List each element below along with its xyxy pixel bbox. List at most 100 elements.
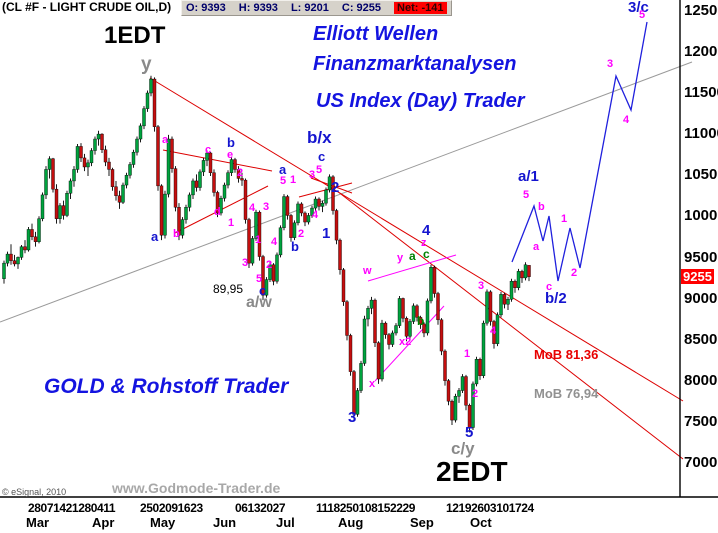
candle-body xyxy=(390,332,395,345)
candle-body xyxy=(513,281,517,288)
candle-body xyxy=(527,265,531,277)
candle-body xyxy=(492,321,496,344)
trendline xyxy=(367,254,457,282)
candle-body xyxy=(86,162,90,168)
candle-body xyxy=(187,194,192,208)
net-change-badge: Net: -141 xyxy=(394,2,447,14)
candle-body xyxy=(58,205,62,219)
open-value: O: 9393 xyxy=(186,2,226,14)
candle-body xyxy=(306,215,311,223)
candle-body xyxy=(366,308,370,320)
candle-body xyxy=(82,157,87,168)
candle-body xyxy=(54,188,59,219)
candle-body xyxy=(313,198,318,209)
candle-body xyxy=(338,239,342,270)
candle-body xyxy=(394,325,398,334)
candle-body xyxy=(499,294,503,316)
candle-body xyxy=(460,376,465,391)
candle-body xyxy=(47,158,52,170)
candle-body xyxy=(478,359,482,376)
candle-body xyxy=(289,215,293,238)
trendline xyxy=(336,190,684,460)
candle-body xyxy=(481,322,486,376)
candle-body xyxy=(443,350,447,381)
candle-body xyxy=(506,299,510,305)
candle-body xyxy=(401,298,405,319)
title-bar: (CL #F - LIGHT CRUDE OIL,D) O: 9393 H: 9… xyxy=(0,0,718,16)
candle-body xyxy=(320,202,325,207)
candle-body xyxy=(51,158,55,190)
candle-body xyxy=(523,264,528,279)
candle-body xyxy=(135,138,139,153)
candle-body xyxy=(341,269,346,302)
candle-body xyxy=(404,317,409,337)
candle-body xyxy=(278,227,283,256)
watermark: www.Godmode-Trader.de xyxy=(112,480,281,496)
candle-body xyxy=(96,133,101,140)
trendline xyxy=(149,77,684,402)
candle-body xyxy=(194,180,199,188)
candle-body xyxy=(173,168,178,208)
candle-body xyxy=(145,92,150,109)
candle-body xyxy=(159,185,164,236)
candle-body xyxy=(415,305,419,318)
candle-body xyxy=(429,267,433,302)
candle-body xyxy=(296,203,300,224)
candle-body xyxy=(299,203,304,214)
candle-body xyxy=(37,218,41,242)
candle-body xyxy=(138,125,143,140)
candle-body xyxy=(201,160,206,173)
candle-body xyxy=(509,281,514,300)
candle-body xyxy=(166,138,171,195)
candle-body xyxy=(233,159,237,170)
candle-body xyxy=(149,78,153,94)
candle-body xyxy=(114,186,118,196)
candle-body xyxy=(331,176,335,211)
candle-body xyxy=(383,322,388,335)
candle-body xyxy=(292,222,297,238)
candle-body xyxy=(177,207,181,236)
candle-body xyxy=(495,314,500,344)
candle-body xyxy=(163,193,167,236)
candle-body xyxy=(471,383,475,428)
candle-body xyxy=(373,299,377,344)
candle-body xyxy=(520,271,524,279)
candle-body xyxy=(418,317,423,325)
candle-body xyxy=(275,254,279,282)
trendline xyxy=(162,149,273,172)
candle-body xyxy=(257,211,262,257)
candle-body xyxy=(271,264,276,282)
candle-body xyxy=(324,189,328,204)
candle-body xyxy=(453,396,458,421)
candle-body xyxy=(156,126,160,187)
symbol-title: (CL #F - LIGHT CRUDE OIL,D) xyxy=(2,0,172,14)
candle-body xyxy=(376,342,381,380)
candle-body xyxy=(26,229,31,251)
candle-body xyxy=(348,335,353,372)
candle-body xyxy=(215,192,220,214)
candle-body xyxy=(502,294,507,305)
candle-body xyxy=(334,210,339,241)
candle-body xyxy=(352,371,356,415)
candle-body xyxy=(131,151,136,165)
candle-body xyxy=(236,169,241,179)
candle-body xyxy=(65,193,69,216)
candle-body xyxy=(485,291,489,324)
candle-body xyxy=(222,184,227,199)
candle-body xyxy=(261,256,265,296)
candle-body xyxy=(128,164,132,176)
candle-body xyxy=(198,171,202,188)
candle-body xyxy=(226,172,230,186)
candle-body xyxy=(170,138,174,169)
candle-body xyxy=(61,205,66,216)
candle-body xyxy=(107,161,111,170)
ohlc-display: O: 9393 H: 9393 L: 9201 C: 9255 Net: -14… xyxy=(181,0,452,16)
candle-body xyxy=(464,376,468,406)
candle-body xyxy=(152,78,157,127)
candle-body xyxy=(359,363,363,391)
candle-body xyxy=(411,305,416,322)
high-value: H: 9393 xyxy=(238,2,278,14)
